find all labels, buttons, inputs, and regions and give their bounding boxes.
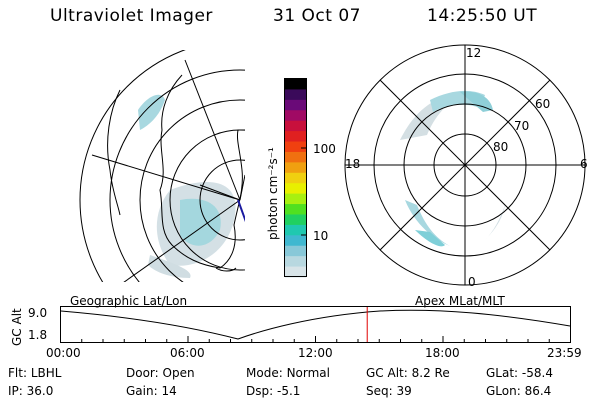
colorbar-segment [285, 235, 306, 247]
colorbar-segment [285, 172, 306, 184]
info-door: Door: Open [126, 366, 195, 380]
colorbar-unit-label: photon cm⁻²s⁻¹ [266, 147, 280, 240]
info-filter: Flt: LBHL [8, 366, 62, 380]
info-glon: GLon: 86.4 [486, 384, 552, 398]
timeline-xtick-3: 18:00 [425, 346, 460, 360]
instrument-title: Ultraviolet Imager [50, 6, 213, 26]
colorbar-segment [285, 183, 306, 195]
mlt-label-0: 0 [468, 275, 476, 289]
colorbar-segment [285, 224, 306, 236]
colorbar-segment [285, 151, 306, 163]
orbit-altitude-timeline [60, 306, 571, 343]
mlt-label-12: 12 [466, 46, 482, 60]
altitude-curve [60, 309, 571, 340]
colorbar-segment [285, 245, 306, 257]
info-ip: IP: 36.0 [8, 384, 54, 398]
mlat-label-80: 80 [493, 140, 509, 154]
colorbar-segment [285, 99, 306, 111]
magnetic-polar-plot [344, 44, 586, 286]
mlat-label-70: 70 [514, 119, 530, 133]
polar-emission-patches [400, 90, 505, 247]
colorbar-segment [285, 256, 306, 268]
info-gc-alt: GC Alt: 8.2 Re [366, 366, 450, 380]
colorbar-segment [285, 193, 306, 205]
timeline-ytick-low: 1.8 [28, 328, 48, 342]
timeline-xtick-0: 00:00 [46, 346, 81, 360]
date-label: 31 Oct 07 [273, 6, 361, 26]
magnetic-map-label: Apex MLat/MLT [415, 294, 505, 308]
info-glat: GLat: -58.4 [486, 366, 553, 380]
timeline-ytick-high: 9.0 [28, 306, 48, 320]
timeline-xtick-4: 23:59 [547, 346, 582, 360]
time-label: 14:25:50 UT [427, 6, 538, 26]
colorbar-tick-10: 10 [313, 229, 329, 243]
colorbar-tick-100: 100 [313, 142, 336, 156]
colorbar-segment [285, 141, 306, 153]
mlat-label-60: 60 [535, 97, 551, 111]
colorbar-segment [285, 204, 306, 215]
timeline-xtick-1: 06:00 [170, 346, 205, 360]
info-dsp: Dsp: -5.1 [246, 384, 301, 398]
colorbar-segment [285, 162, 306, 174]
timeline-xtick-2: 12:00 [298, 346, 333, 360]
geographic-map-graphics [79, 50, 245, 282]
info-mode: Mode: Normal [246, 366, 330, 380]
info-gain: Gain: 14 [126, 384, 177, 398]
timeline-axis-label: GC Alt [10, 308, 24, 346]
info-seq: Seq: 39 [366, 384, 412, 398]
mlt-label-6: 6 [580, 157, 588, 171]
colorbar-segment [285, 110, 306, 122]
colorbar-segment [285, 214, 306, 226]
colorbar-segment [285, 131, 306, 143]
colorbar-segment [285, 89, 306, 101]
geographic-map-label: Geographic Lat/Lon [70, 294, 188, 308]
color-scale-bar [284, 78, 307, 278]
colorbar-segment [285, 120, 306, 132]
colorbar-segment [285, 79, 306, 90]
mlt-label-18: 18 [345, 157, 361, 171]
colorbar-segment [285, 266, 306, 278]
